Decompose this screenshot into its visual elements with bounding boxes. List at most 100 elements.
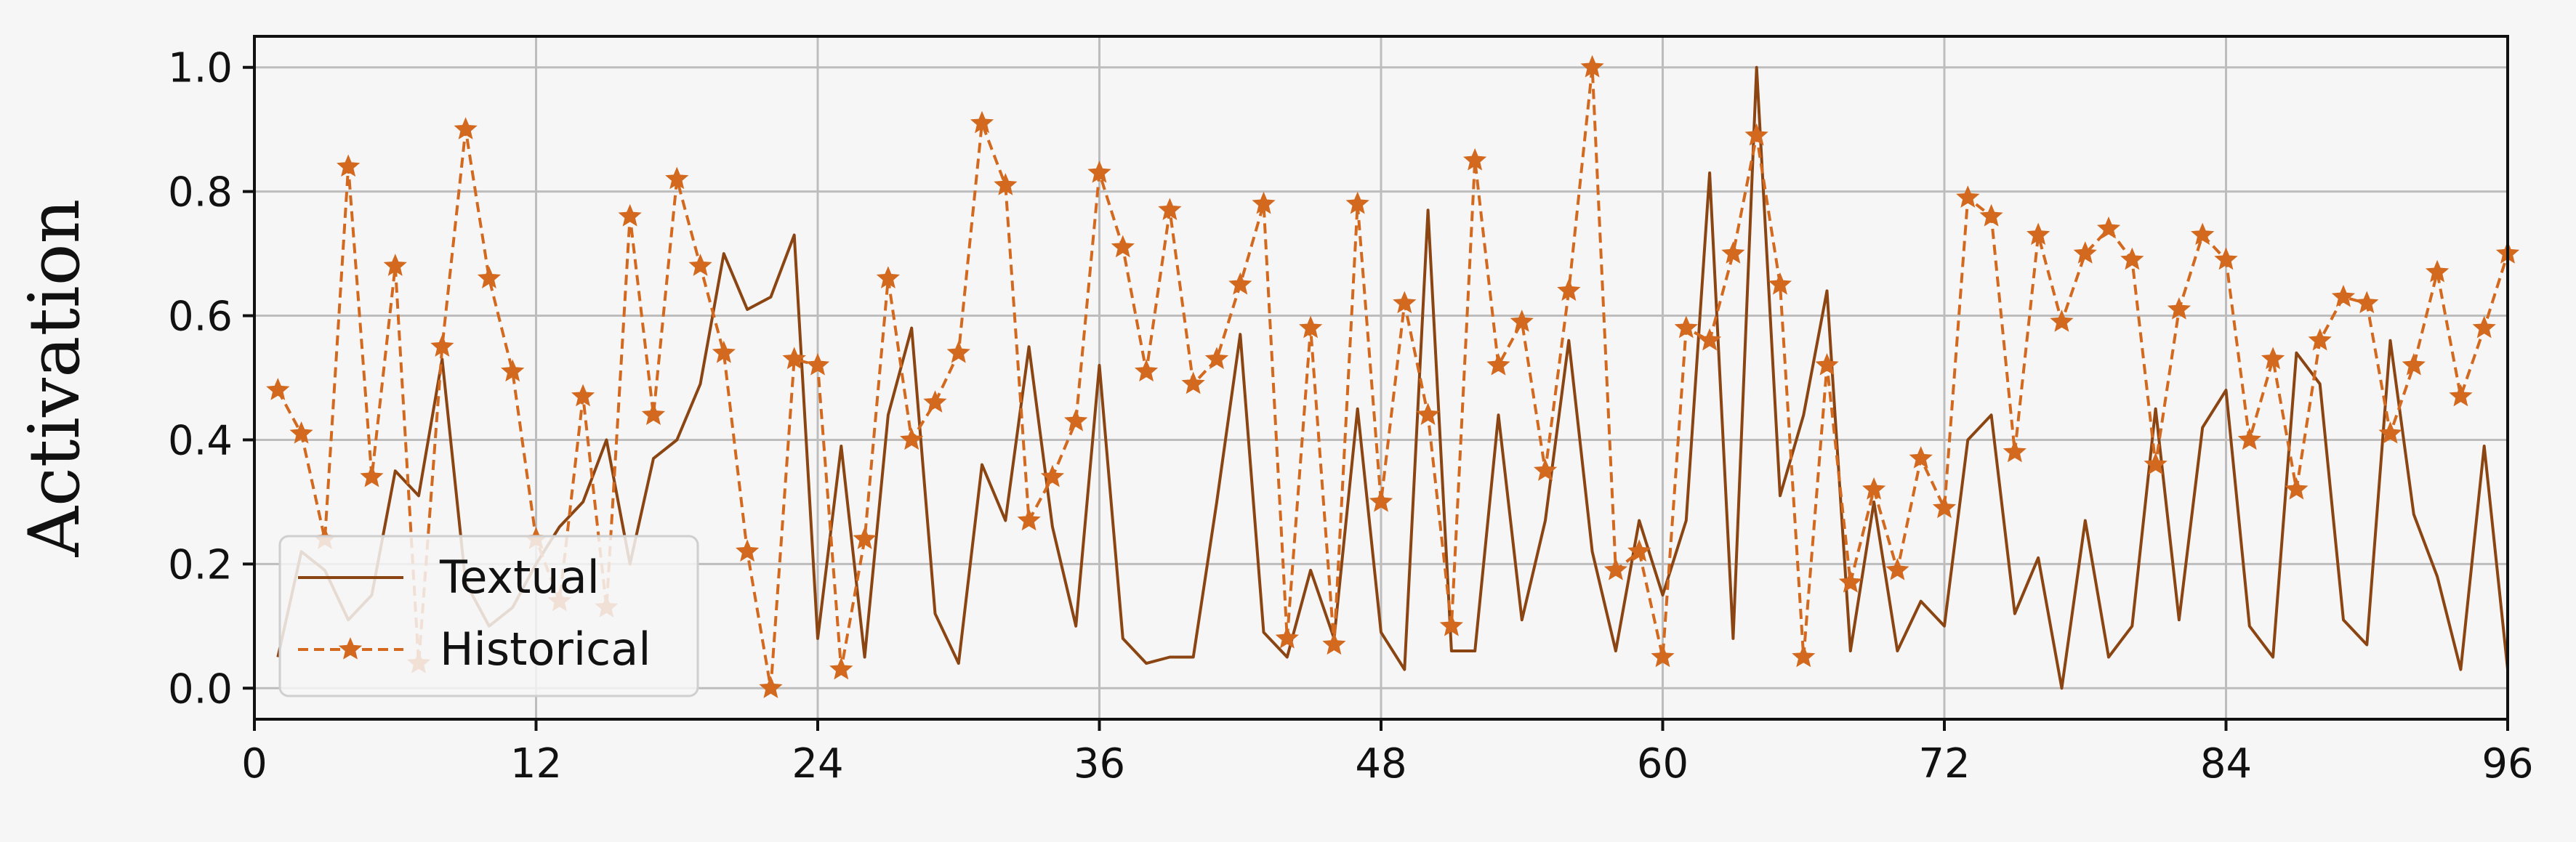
point-historical bbox=[1275, 626, 1299, 649]
point-historical bbox=[1322, 632, 1346, 655]
x-tick-label: 96 bbox=[2482, 740, 2533, 788]
point-historical bbox=[641, 402, 666, 425]
point-historical bbox=[1792, 644, 1816, 668]
point-historical bbox=[712, 340, 736, 363]
point-historical bbox=[1979, 203, 2003, 227]
point-historical bbox=[430, 334, 454, 357]
y-tick-label: 0.0 bbox=[168, 665, 233, 713]
point-historical bbox=[1838, 570, 1862, 593]
y-tick-label: 0.8 bbox=[168, 169, 233, 216]
point-historical bbox=[2261, 347, 2285, 370]
point-historical bbox=[1510, 309, 1534, 332]
y-tick-label: 0.6 bbox=[168, 294, 233, 341]
point-historical bbox=[1815, 352, 1839, 376]
point-historical bbox=[923, 390, 947, 413]
point-historical bbox=[1674, 315, 1698, 339]
point-historical bbox=[2308, 328, 2332, 351]
legend-label-historical: Historical bbox=[440, 623, 651, 676]
point-historical bbox=[2167, 297, 2191, 320]
point-historical bbox=[759, 676, 783, 698]
point-historical bbox=[1158, 198, 1182, 220]
point-historical bbox=[688, 254, 712, 276]
x-tick-label: 72 bbox=[1918, 740, 1970, 788]
point-historical bbox=[618, 203, 642, 227]
point-historical bbox=[1956, 185, 1980, 208]
x-tick-label: 60 bbox=[1637, 740, 1689, 788]
x-tick-label: 48 bbox=[1355, 740, 1406, 788]
point-historical bbox=[2355, 291, 2379, 314]
point-historical bbox=[1345, 191, 1369, 214]
point-historical bbox=[1228, 272, 1252, 295]
point-historical bbox=[1252, 191, 1276, 214]
point-historical bbox=[970, 110, 994, 134]
y-tick-label: 0.2 bbox=[168, 541, 233, 588]
point-historical bbox=[1557, 278, 1581, 301]
point-historical bbox=[946, 340, 970, 363]
point-historical bbox=[1299, 315, 1323, 339]
legend-star-historical bbox=[338, 637, 363, 660]
y-tick-label: 1.0 bbox=[168, 45, 233, 92]
point-historical bbox=[2096, 216, 2121, 239]
point-historical bbox=[782, 347, 806, 370]
point-historical bbox=[2472, 315, 2496, 339]
point-historical bbox=[900, 427, 924, 450]
point-historical bbox=[2073, 241, 2097, 264]
axis-ticks: 0 12 24 36 48 60 72 84 96 0.0 0.2 0.4 0.6 0.8 1.0 bbox=[168, 45, 2534, 788]
point-historical bbox=[1416, 402, 1440, 425]
point-historical bbox=[501, 359, 525, 382]
point-historical bbox=[2191, 222, 2215, 246]
point-historical bbox=[1627, 539, 1651, 562]
point-historical bbox=[2144, 452, 2168, 475]
point-historical bbox=[2285, 477, 2309, 500]
x-tick-label: 36 bbox=[1074, 740, 1125, 788]
series-line-historical bbox=[276, 65, 2509, 690]
point-historical bbox=[383, 254, 407, 276]
point-historical bbox=[1369, 489, 1393, 512]
point-historical bbox=[2003, 440, 2026, 463]
point-historical bbox=[1439, 613, 1463, 636]
point-historical bbox=[2214, 247, 2238, 270]
point-historical bbox=[1017, 508, 1041, 531]
x-tick-label: 24 bbox=[792, 740, 843, 788]
series-layer bbox=[266, 54, 2520, 698]
x-tick-label: 12 bbox=[510, 740, 562, 788]
point-historical bbox=[2120, 247, 2144, 270]
point-historical bbox=[360, 464, 384, 487]
point-historical bbox=[853, 527, 877, 549]
point-historical bbox=[289, 421, 313, 444]
point-historical bbox=[1909, 446, 1933, 469]
point-historical bbox=[337, 154, 361, 177]
point-historical bbox=[2426, 259, 2450, 283]
point-historical bbox=[1768, 272, 1792, 295]
point-historical bbox=[1533, 458, 1558, 481]
point-historical bbox=[876, 266, 900, 288]
point-historical bbox=[2331, 284, 2356, 307]
point-historical bbox=[454, 117, 478, 139]
legend-label-textual: Textual bbox=[439, 551, 600, 604]
point-historical bbox=[1393, 291, 1417, 314]
y-axis-title: Activation bbox=[14, 199, 95, 558]
y-tick-label: 0.4 bbox=[168, 417, 233, 464]
legend: Textual Historical bbox=[278, 535, 699, 697]
point-historical bbox=[2050, 309, 2074, 332]
point-historical bbox=[1697, 328, 1722, 351]
point-historical bbox=[571, 384, 595, 407]
point-historical bbox=[736, 539, 760, 562]
point-historical bbox=[1885, 557, 1909, 580]
point-historical bbox=[2026, 222, 2050, 246]
point-historical bbox=[1087, 161, 1111, 183]
point-historical bbox=[2449, 384, 2473, 407]
point-historical bbox=[2237, 427, 2261, 450]
point-historical bbox=[1580, 54, 1604, 78]
legend-marker-historical bbox=[338, 637, 363, 660]
point-historical bbox=[829, 657, 853, 680]
point-historical bbox=[1744, 123, 1768, 146]
point-historical bbox=[994, 173, 1018, 195]
point-historical bbox=[1932, 495, 1957, 519]
point-historical bbox=[1134, 359, 1159, 382]
point-historical bbox=[1181, 371, 1205, 394]
point-historical bbox=[1111, 235, 1135, 258]
point-historical bbox=[1486, 352, 1510, 376]
point-historical bbox=[665, 166, 689, 190]
